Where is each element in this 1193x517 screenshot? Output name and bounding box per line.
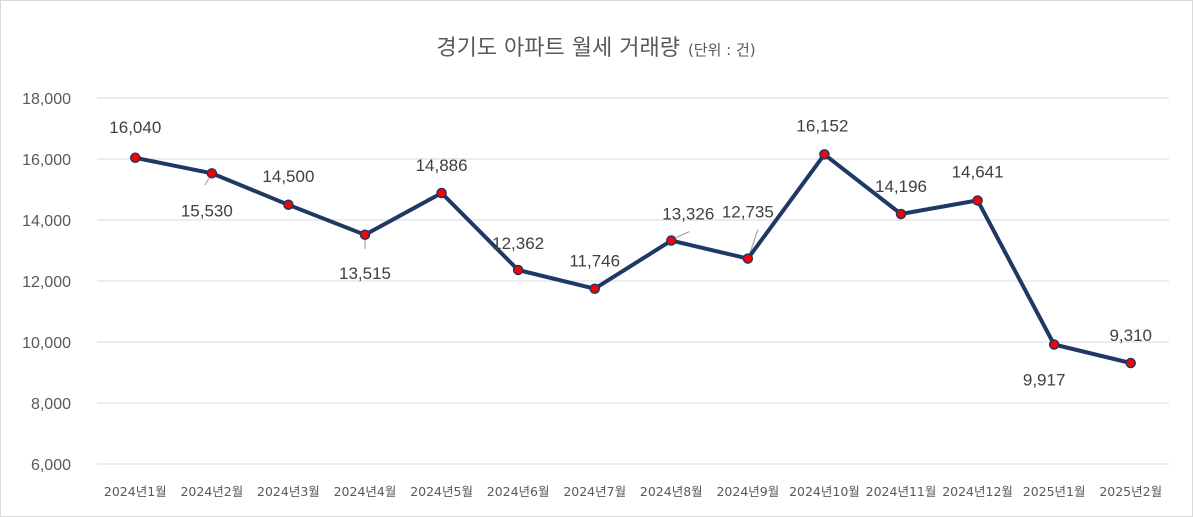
x-tick-label: 2024년12월 — [942, 484, 1013, 499]
data-point — [359, 229, 371, 241]
x-tick-label: 2025년1월 — [1023, 484, 1086, 499]
chart-title-text: 경기도 아파트 월세 거래량 — [436, 36, 680, 61]
x-tick-label: 2024년2월 — [180, 484, 243, 499]
x-tick-label: 2024년7월 — [563, 484, 626, 499]
data-point — [589, 283, 600, 294]
data-point — [1125, 357, 1136, 369]
data-point — [819, 149, 830, 160]
y-tick-label: 14,000 — [22, 213, 71, 230]
data-label: 14,641 — [952, 162, 1004, 181]
y-tick-label: 16,000 — [22, 152, 71, 169]
label-leader-line — [204, 178, 210, 186]
data-labels: 16,040 15,530 14,500 13,515 14,886 12,362 11,7… — [109, 116, 1152, 389]
gridlines — [97, 97, 1169, 465]
data-label: 12,362 — [492, 234, 544, 253]
label-leader-line — [749, 229, 759, 254]
x-axis-ticks: 2024년1월 2024년2월 2024년3월 2024년4월 2024년5월 2024년… — [104, 484, 1162, 499]
chart-title: 경기도 아파트 월세 거래량 (단위 : 건) — [436, 36, 755, 61]
data-label: 14,196 — [875, 177, 927, 196]
data-label: 14,886 — [416, 156, 468, 175]
data-point — [742, 253, 754, 264]
data-label: 13,326 — [662, 205, 714, 224]
data-point — [512, 264, 524, 276]
data-label: 14,500 — [262, 167, 314, 186]
data-point — [1048, 339, 1060, 350]
x-tick-label: 2024년9월 — [716, 484, 779, 499]
data-label: 16,152 — [796, 116, 848, 135]
data-label: 11,746 — [569, 252, 620, 271]
data-label: 16,040 — [109, 118, 161, 137]
data-label: 12,735 — [722, 203, 774, 222]
data-label: 15,530 — [181, 201, 233, 220]
y-tick-label: 6,000 — [31, 457, 71, 474]
label-leader-lines — [204, 178, 759, 254]
x-tick-label: 2024년1월 — [104, 484, 167, 499]
x-tick-label: 2024년5월 — [410, 484, 473, 499]
data-point — [666, 235, 677, 246]
x-tick-label: 2024년10월 — [789, 484, 860, 499]
y-tick-label: 12,000 — [22, 274, 71, 291]
data-point — [895, 208, 907, 220]
data-label: 13,515 — [339, 264, 391, 283]
data-point — [130, 152, 141, 164]
y-tick-label: 10,000 — [22, 335, 71, 352]
x-tick-label: 2024년11월 — [866, 484, 937, 499]
x-tick-label: 2025년2월 — [1099, 484, 1162, 499]
label-leader-line — [676, 231, 690, 239]
y-axis-ticks: 6,000 8,000 10,000 12,000 14,000 16,000 18,000 — [22, 91, 71, 474]
x-tick-label: 2024년4월 — [334, 484, 397, 499]
data-point — [436, 187, 447, 199]
series-line — [134, 152, 1132, 365]
chart-unit-note: (단위 : 건) — [688, 41, 756, 59]
data-point — [283, 199, 294, 210]
y-tick-label: 8,000 — [31, 396, 71, 413]
data-point — [972, 195, 983, 206]
y-tick-label: 18,000 — [22, 91, 71, 108]
x-tick-label: 2024년3월 — [257, 484, 320, 499]
data-markers — [130, 149, 1136, 369]
x-tick-label: 2024년6월 — [487, 484, 550, 499]
data-label: 9,917 — [1023, 371, 1066, 390]
data-label: 9,310 — [1109, 326, 1152, 345]
data-point — [206, 168, 218, 179]
x-tick-label: 2024년8월 — [640, 484, 703, 499]
